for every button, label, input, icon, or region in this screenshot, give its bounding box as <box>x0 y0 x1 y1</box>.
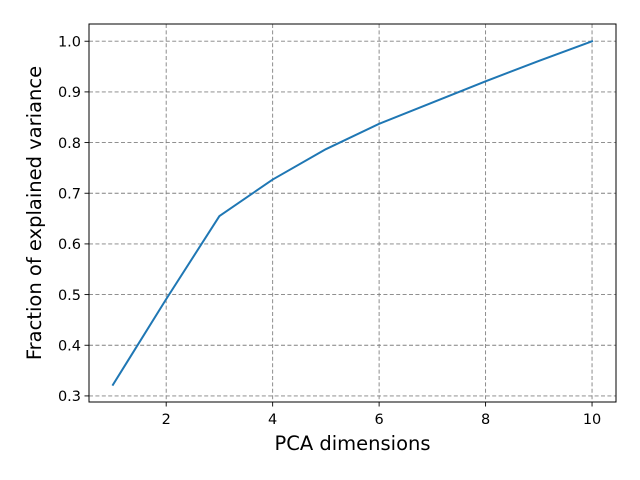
y-tick-label: 0.6 <box>58 237 81 253</box>
x-tick-label: 4 <box>268 412 277 428</box>
ticks: 2 4 6 8 10 0.3 0.4 0.5 0.6 0.7 0.8 0.9 1.0 <box>58 34 601 428</box>
x-tick-label: 10 <box>583 412 601 428</box>
plot-frame <box>88 23 617 403</box>
y-tick-label: 0.7 <box>58 186 81 202</box>
x-tick-label: 8 <box>481 412 490 428</box>
y-axis-label: Fraction of explained variance <box>23 66 46 360</box>
series-line <box>111 39 594 387</box>
y-tick-label: 0.9 <box>58 85 81 101</box>
y-tick-label: 0.3 <box>58 389 81 405</box>
grid <box>89 24 616 402</box>
y-tick-label: 1.0 <box>58 34 81 50</box>
y-tick-label: 0.5 <box>58 288 81 304</box>
x-axis-label: PCA dimensions <box>274 432 430 455</box>
x-tick-label: 6 <box>374 412 383 428</box>
series-layer <box>111 39 594 387</box>
y-tick-label: 0.4 <box>58 338 81 354</box>
y-tick-label: 0.8 <box>58 136 81 152</box>
x-tick-label: 2 <box>162 412 171 428</box>
